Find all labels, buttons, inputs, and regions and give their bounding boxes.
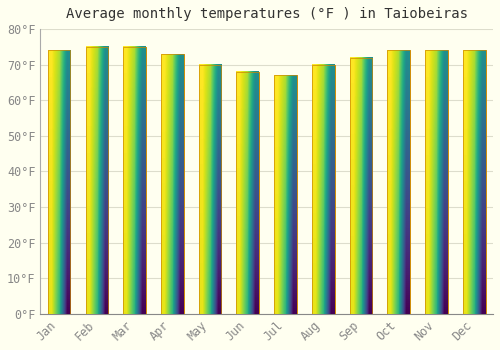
Bar (199, 65, 222, 314)
Bar (312, 65, 334, 314)
Bar (199, 65, 222, 314)
Bar (274, 75, 297, 314)
Title: Average monthly temperatures (°F ) in Taiobeiras: Average monthly temperatures (°F ) in Ta… (66, 7, 468, 21)
Bar (463, 50, 485, 314)
Bar (48, 50, 70, 314)
Bar (124, 47, 146, 314)
Bar (48, 50, 70, 314)
Bar (463, 50, 485, 314)
Bar (161, 54, 184, 314)
Bar (350, 57, 372, 314)
Bar (161, 54, 184, 314)
Bar (124, 47, 146, 314)
Bar (350, 57, 372, 314)
Bar (425, 50, 448, 314)
Bar (312, 65, 334, 314)
Bar (274, 75, 297, 314)
Bar (425, 50, 448, 314)
Bar (388, 50, 410, 314)
Bar (86, 47, 108, 314)
Bar (86, 47, 108, 314)
Bar (388, 50, 410, 314)
Bar (236, 72, 259, 314)
Bar (236, 72, 259, 314)
